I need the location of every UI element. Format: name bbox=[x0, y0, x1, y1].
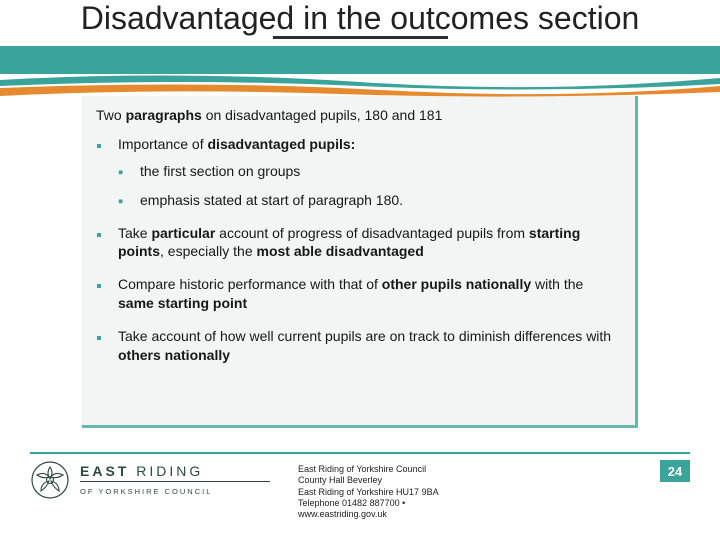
logo-line-2: OF YORKSHIRE COUNCIL bbox=[80, 488, 270, 496]
logo-divider bbox=[80, 481, 270, 482]
bullet-1-sub-1: the first section on groups bbox=[118, 162, 619, 181]
logo-line-1: EAST RIDING bbox=[80, 464, 270, 478]
text: Two bbox=[96, 107, 126, 123]
footer: EAST RIDING OF YORKSHIRE COUNCIL East Ri… bbox=[30, 460, 690, 532]
content-intro: Two paragraphs on disadvantaged pupils, … bbox=[96, 106, 619, 125]
address-line: www.eastriding.gov.uk bbox=[298, 509, 439, 520]
text: Take bbox=[118, 225, 151, 241]
text: Compare historic performance with that o… bbox=[118, 276, 382, 292]
address-line: Telephone 01482 887700 • bbox=[298, 498, 439, 509]
text: RIDING bbox=[129, 463, 203, 479]
text: with the bbox=[531, 276, 583, 292]
address-line: East Riding of Yorkshire Council bbox=[298, 464, 439, 475]
bullet-1-sub-2: emphasis stated at start of paragraph 18… bbox=[118, 191, 619, 210]
bullet-3: Compare historic performance with that o… bbox=[96, 275, 619, 313]
text: account of progress of disadvantaged pup… bbox=[215, 225, 529, 241]
text-bold: disadvantaged pupils: bbox=[208, 136, 356, 152]
page-number-badge: 24 bbox=[660, 460, 690, 482]
text-bold: most able disadvantaged bbox=[257, 243, 424, 259]
text-bold: EAST bbox=[80, 463, 129, 479]
footer-logo: EAST RIDING OF YORKSHIRE COUNCIL bbox=[30, 460, 290, 500]
content-box: Two paragraphs on disadvantaged pupils, … bbox=[82, 96, 638, 428]
text: Importance of bbox=[118, 136, 208, 152]
text: , especially the bbox=[160, 243, 257, 259]
address-line: East Riding of Yorkshire HU17 9BA bbox=[298, 487, 439, 498]
text-bold: others nationally bbox=[118, 347, 230, 363]
bullet-1: Importance of disadvantaged pupils: the … bbox=[96, 135, 619, 210]
slide-title: Disadvantaged in the outcomes section bbox=[0, 0, 720, 36]
bullet-1-sublist: the first section on groups emphasis sta… bbox=[118, 162, 619, 210]
header-swoosh bbox=[0, 74, 720, 102]
yorkshire-rose-icon bbox=[30, 460, 70, 500]
title-underline bbox=[273, 36, 448, 39]
bullet-2: Take particular account of progress of d… bbox=[96, 224, 619, 262]
text: Take account of how well current pupils … bbox=[118, 328, 611, 344]
bullet-list: Importance of disadvantaged pupils: the … bbox=[96, 135, 619, 365]
bullet-4: Take account of how well current pupils … bbox=[96, 327, 619, 365]
text-bold: particular bbox=[151, 225, 215, 241]
footer-logo-text: EAST RIDING OF YORKSHIRE COUNCIL bbox=[80, 464, 270, 496]
footer-address: East Riding of Yorkshire Council County … bbox=[298, 460, 439, 520]
address-line: County Hall Beverley bbox=[298, 475, 439, 486]
text-bold: paragraphs bbox=[126, 107, 202, 123]
text-bold: other pupils nationally bbox=[382, 276, 531, 292]
text-bold: same starting point bbox=[118, 295, 247, 311]
text: on disadvantaged pupils, 180 and 181 bbox=[202, 107, 443, 123]
header-teal-bar bbox=[0, 46, 720, 74]
footer-rule bbox=[30, 452, 690, 454]
